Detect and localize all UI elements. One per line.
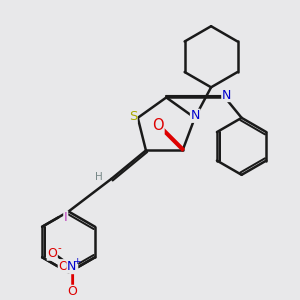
Text: -: - <box>58 243 62 253</box>
Text: N: N <box>67 260 76 273</box>
Text: N: N <box>190 109 200 122</box>
Text: H: H <box>95 172 103 182</box>
Text: O: O <box>67 285 77 298</box>
Text: +: + <box>73 257 81 266</box>
Text: O: O <box>47 247 57 260</box>
Text: N: N <box>222 88 231 101</box>
Text: I: I <box>64 211 68 224</box>
Text: S: S <box>129 110 137 123</box>
Text: O: O <box>58 260 68 273</box>
Text: H: H <box>70 264 78 274</box>
Text: O: O <box>152 118 164 134</box>
